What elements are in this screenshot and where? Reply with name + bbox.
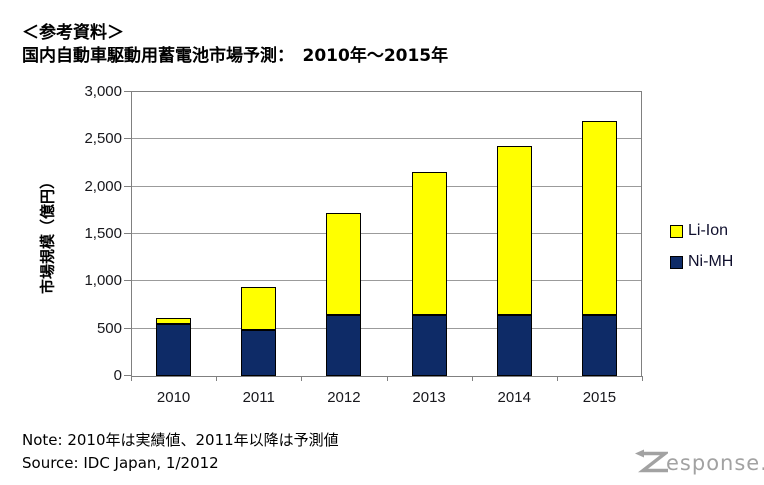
y-tick-label-2,000: 2,000 [84,177,122,195]
x-tickmark [301,376,303,381]
bar-segment-li-ion-2015 [581,121,617,315]
bar-2010 [131,318,216,376]
response-watermark: esponse. [632,447,764,474]
legend-label-li-ion: Li-Ion [688,222,729,239]
gridline-500 [132,327,641,329]
legend: Li-Ion Ni-MH [670,222,734,285]
bar-segment-ni-mh-2011 [241,330,277,376]
y-tickmark [124,375,131,376]
x-tickmark [642,376,643,381]
y-tickmark [124,138,131,140]
legend-label-ni-mh: Ni-MH [688,253,734,270]
legend-item-ni-mh: Ni-MH [670,253,734,270]
watermark-text: esponse. [666,451,764,475]
plot-area [131,91,642,377]
bar-segment-li-ion-2012 [326,213,362,315]
bar-segment-li-ion-2010 [156,318,192,324]
x-tickmark [216,376,218,381]
y-tickmark [124,327,131,329]
y-tickmark [124,91,131,92]
notes: Note: 2010年は実績値、2011年以降は予測値 Source: IDC J… [22,429,339,475]
x-tick-label-2014: 2014 [497,389,531,406]
bar-2015 [557,121,642,376]
bar-segment-li-ion-2011 [241,287,277,330]
gridline-2500 [132,138,641,140]
bar-segment-ni-mh-2012 [326,315,362,376]
x-tick-label-2010: 2010 [156,389,191,406]
y-tick-label-500: 500 [96,319,122,337]
bar-segment-ni-mh-2010 [156,324,192,376]
note-line: Note: 2010年は実績値、2011年以降は予測値 [22,431,339,449]
bar-segment-li-ion-2014 [496,146,532,315]
ni-mh-swatch-icon [670,255,683,269]
y-tick-label-1,000: 1,000 [84,272,122,290]
y-tickmark [124,185,131,187]
chart-title: ＜参考資料＞ 国内自動車駆動用蓄電池市場予測： 2010年～2015年 [22,22,448,68]
x-tick-label-2015: 2015 [582,389,617,406]
gridline-1000 [132,280,641,282]
response-logo-r-icon [635,449,668,473]
gridline-2000 [132,185,641,187]
bar-segment-ni-mh-2015 [581,315,617,376]
gridline-1500 [132,233,641,234]
x-tickmark [386,376,388,381]
title-line-1: ＜参考資料＞ [22,23,124,43]
y-axis-title: 市場規模（億円） [38,173,57,295]
y-tickmark [124,280,131,282]
y-tickmark [124,233,131,234]
bar-segment-li-ion-2013 [411,172,447,315]
bar-2011 [216,287,301,376]
bar-2014 [472,146,557,376]
bar-2012 [301,213,386,376]
x-tickmark [471,376,473,381]
x-tickmark [131,376,132,381]
bar-segment-ni-mh-2013 [411,315,447,376]
x-tick-label-2011: 2011 [242,389,275,406]
y-tick-label-3,000: 3,000 [84,83,122,100]
y-tick-label-0: 0 [113,367,122,384]
x-tick-label-2012: 2012 [327,389,361,406]
y-tick-label-1,500: 1,500 [84,225,122,242]
x-tickmark [556,376,558,381]
source-line: Source: IDC Japan, 1/2012 [22,454,219,472]
bar-segment-ni-mh-2014 [496,315,532,376]
bar-2013 [387,172,472,376]
y-tick-label-2,500: 2,500 [84,130,122,148]
li-ion-swatch-icon [670,224,683,238]
title-line-2: 国内自動車駆動用蓄電池市場予測： 2010年～2015年 [22,46,449,66]
x-tick-label-2013: 2013 [412,389,446,406]
legend-item-li-ion: Li-Ion [670,222,733,239]
